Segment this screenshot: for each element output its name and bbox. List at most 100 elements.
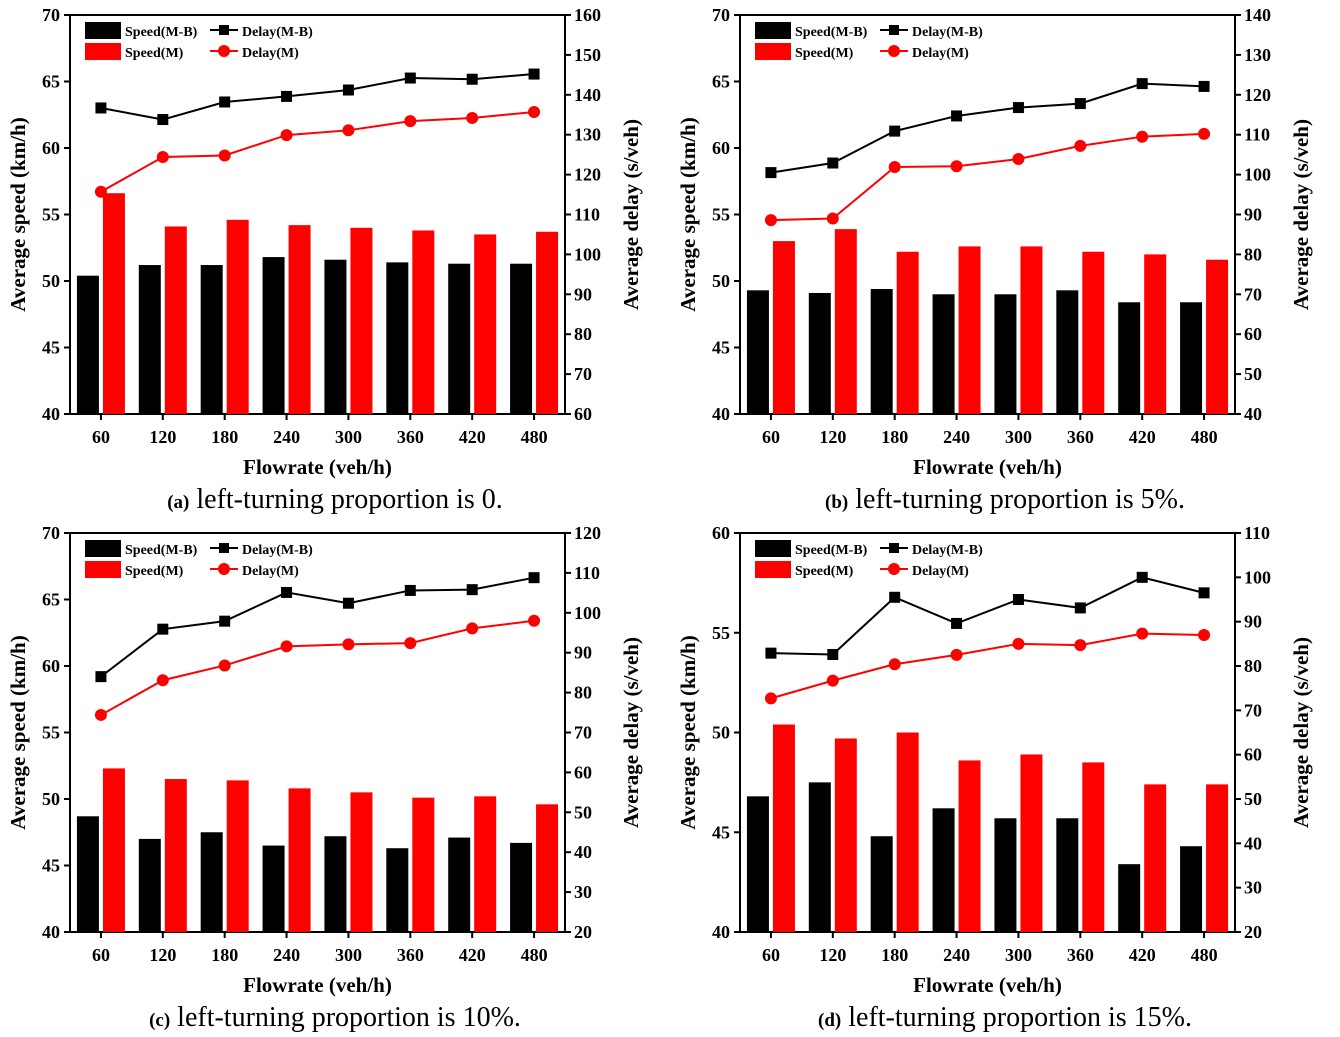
line-delay-m--point [1012,153,1025,166]
bar-speed-m- [164,226,187,414]
line-delay-m--point [218,659,231,672]
legend-swatch-marker [219,25,229,35]
bar-speed-m-b- [510,842,533,932]
y2-tick-label: 80 [574,324,592,344]
x-tick-label: 480 [1191,945,1218,965]
line-delay-m-b--point [157,114,169,126]
line-delay-m-b--point [219,96,231,108]
legend-label: Speed(M-B) [795,25,868,40]
x-axis-title: Flowrate (veh/h) [913,973,1062,997]
bar-speed-m- [896,732,919,932]
y-tick-label: 50 [712,723,730,743]
legend-label: Speed(M) [795,564,854,579]
bar-speed-m- [474,234,497,414]
line-delay-m--point [1198,127,1211,140]
line-delay-m--point [888,161,901,174]
bar-speed-m-b- [448,263,471,414]
y-tick-label: 60 [712,523,730,543]
x-tick-label: 360 [1067,427,1094,447]
line-delay-m--point [280,129,293,142]
x-tick-label: 360 [1067,945,1094,965]
y-tick-label: 45 [712,822,730,842]
line-delay-m-b--point [342,84,354,96]
line-delay-m--point [94,708,107,721]
line-delay-m-b- [770,576,1205,656]
y-tick-label: 45 [42,856,60,876]
bar-speed-m-b- [76,275,99,414]
y2-tick-label: 150 [574,45,601,65]
line-delay-m--point [156,151,169,164]
legend-swatch-marker [888,45,900,57]
line-delay-m-b--point [95,102,107,114]
line-delay-m-b--point [951,110,963,122]
bar-speed-m- [412,230,435,414]
y2-tick-label: 70 [574,723,592,743]
y2-tick-label: 130 [574,125,601,145]
legend-label: Speed(M) [795,46,854,61]
x-tick-label: 360 [397,427,424,447]
bar-speed-m-b- [746,290,769,414]
line-delay-m--point [950,648,963,661]
x-tick-label: 120 [149,945,176,965]
bar-speed-m- [536,231,559,414]
x-tick-label: 300 [1005,427,1032,447]
caption-a-tag: (a) [167,492,190,513]
chart-panel-d: 40 45 50 55 60 20 30 40 50 60 70 80 90 100 110 60 120 180… [670,518,1340,1036]
y2-axis-title: Average delay (s/veh) [1289,637,1313,828]
bar-speed-m-b- [138,265,161,414]
bar-speed-m-b- [1180,302,1203,414]
y2-tick-label: 60 [1244,745,1262,765]
bar-speed-m-b- [200,265,223,414]
bar-speed-m-b- [386,848,409,932]
line-delay-m-b- [100,576,535,678]
y2-tick-label: 50 [1244,789,1262,809]
x-axis-title: Flowrate (veh/h) [243,973,392,997]
legend-label: Delay(M-B) [242,25,313,40]
line-delay-m-b--point [1012,594,1024,605]
bar-speed-m- [1144,784,1167,932]
bar-speed-m- [772,241,795,414]
bar-speed-m- [102,768,125,932]
line-delay-m-b--point [219,615,231,627]
line-delay-m-b- [770,82,1205,174]
bar-speed-m- [1206,784,1229,932]
bar-speed-m- [350,792,373,932]
y2-axis-title: Average delay (s/veh) [619,119,643,310]
caption-b: (b) left-turning proportion is 5%. [670,484,1340,519]
line-delay-m-b--point [765,167,777,179]
y2-tick-label: 110 [574,563,600,583]
legend-label: Delay(M) [912,564,969,579]
line-delay-m--point [950,160,963,173]
legend-swatch-marker [888,563,900,575]
line-delay-m--point [342,124,355,137]
line-delay-m-b--point [1074,98,1086,110]
y2-tick-label: 120 [574,523,601,543]
chart-panel-b: 40 45 50 55 60 65 70 40 50 60 70 80 90 100 110 120 130 14… [670,0,1340,518]
bar-speed-m- [536,804,559,932]
x-tick-label: 240 [943,945,970,965]
x-tick-label: 60 [92,945,110,965]
line-delay-m-b--point [157,623,169,635]
line-delay-m--point [528,105,541,118]
line-delay-m--point [826,212,839,225]
bar-speed-m- [958,246,981,414]
line-delay-m-b- [100,73,535,121]
line-delay-m--point [94,185,107,198]
y-tick-label: 55 [42,723,60,743]
bar-speed-m- [226,780,249,932]
y2-tick-label: 60 [574,762,592,782]
line-delay-m-b--point [889,591,901,603]
y2-tick-label: 60 [1244,324,1262,344]
line-delay-m-b--point [765,647,777,659]
bar-speed-m-b- [324,836,347,932]
legend-label: Speed(M) [125,46,184,61]
y-tick-label: 55 [42,205,60,225]
bar-speed-m-b- [746,796,769,932]
line-delay-m- [770,632,1205,700]
y2-tick-label: 20 [1244,922,1262,942]
y-tick-label: 40 [42,922,60,942]
bar-speed-m-b- [324,259,347,414]
y2-tick-label: 140 [1244,5,1271,25]
line-delay-m--point [404,637,417,650]
y-tick-label: 70 [42,523,60,543]
